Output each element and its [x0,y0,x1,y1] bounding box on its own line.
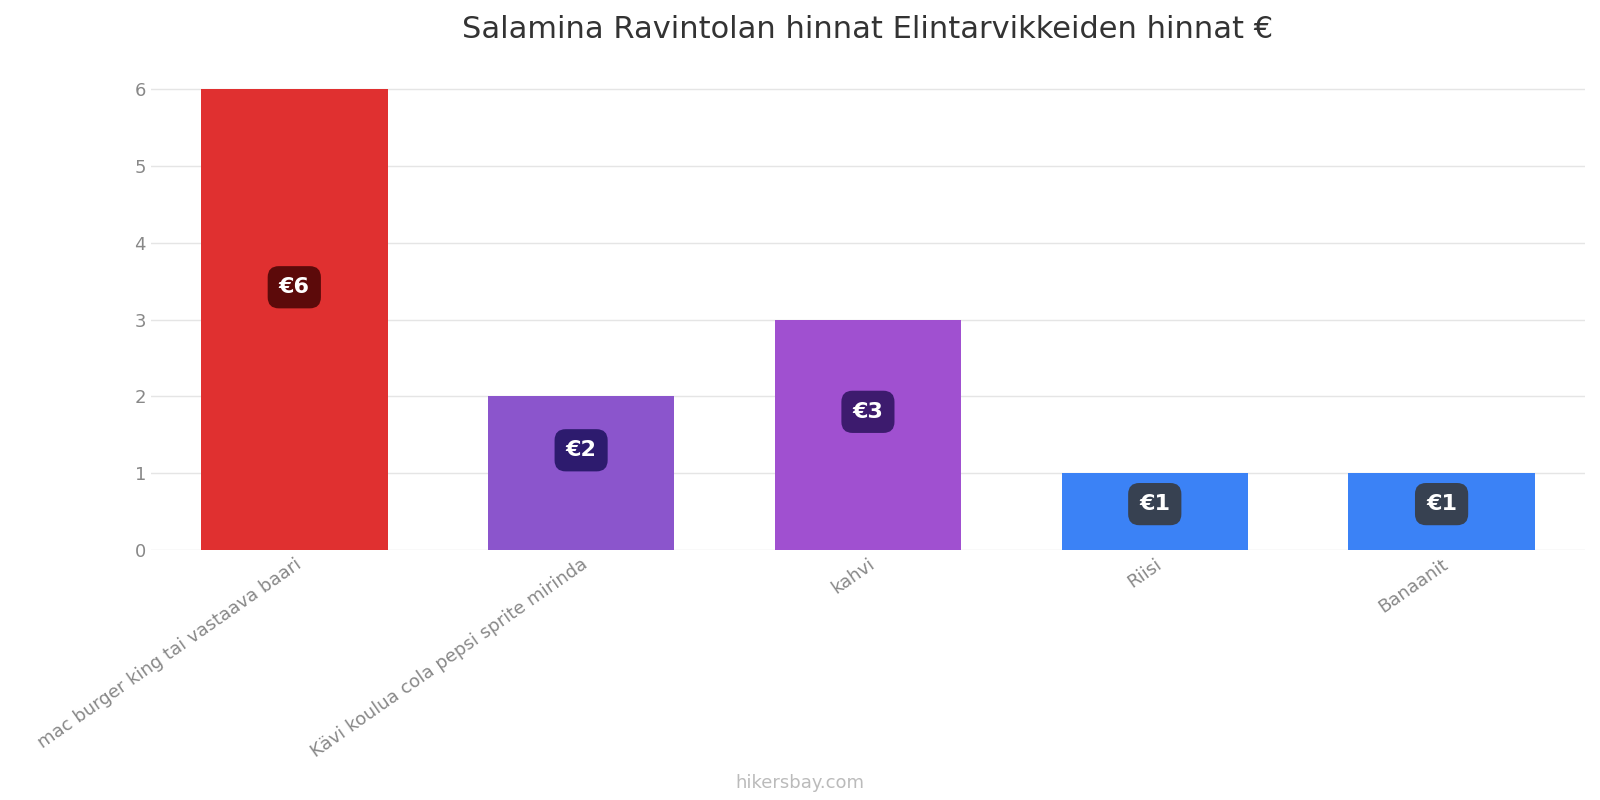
Text: €3: €3 [853,402,883,422]
Bar [202,89,387,550]
Bar [1349,474,1534,550]
Text: €1: €1 [1139,494,1170,514]
Bar [774,319,962,550]
Text: €2: €2 [566,440,597,460]
Bar [488,397,674,550]
Text: hikersbay.com: hikersbay.com [736,774,864,792]
Title: Salamina Ravintolan hinnat Elintarvikkeiden hinnat €: Salamina Ravintolan hinnat Elintarvikkei… [462,15,1274,44]
Text: €6: €6 [278,278,310,298]
Text: €1: €1 [1426,494,1458,514]
Bar [1061,474,1248,550]
